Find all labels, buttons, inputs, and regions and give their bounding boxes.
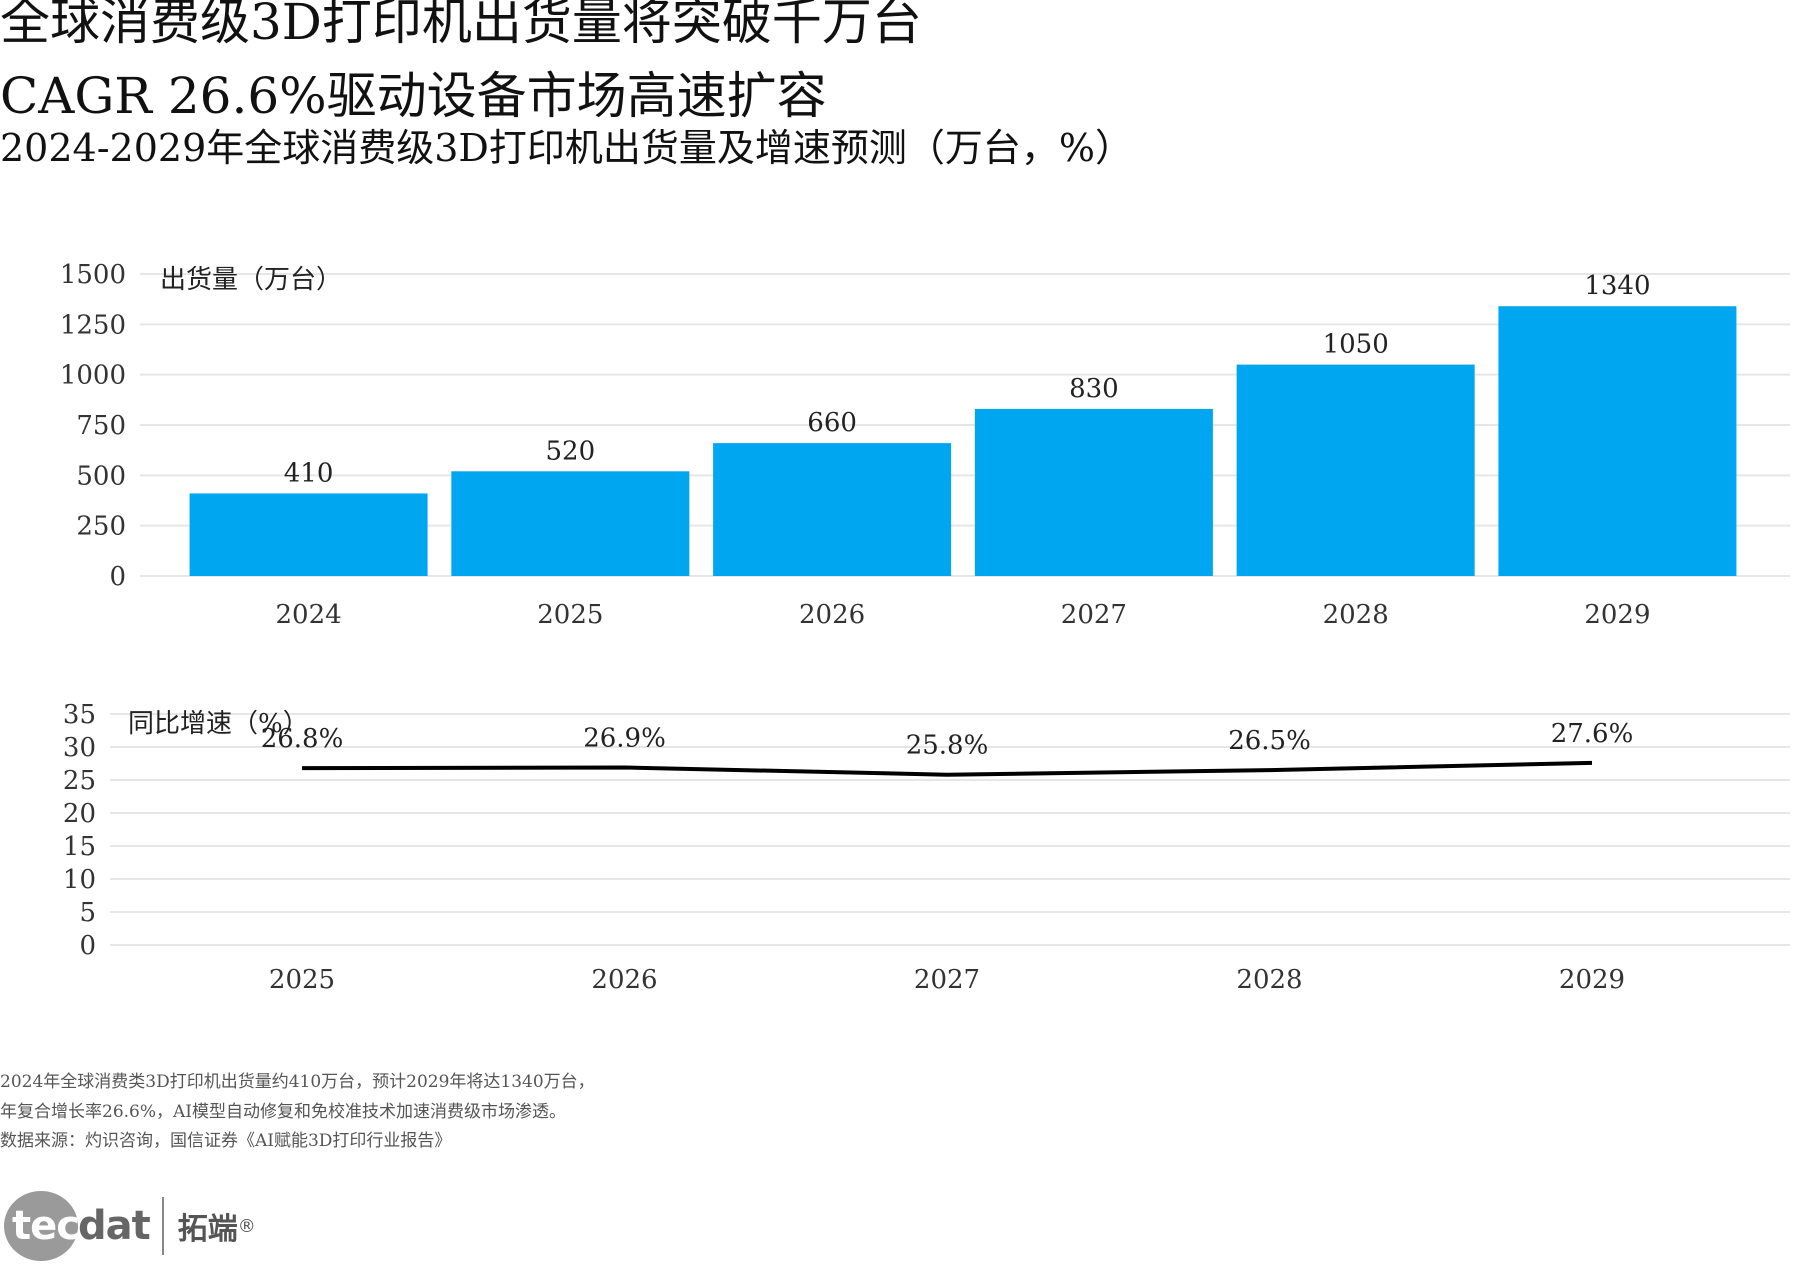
tecdat-logo: tec dat 拓端 ® xyxy=(4,1188,256,1264)
line-ytick-label-35: 35 xyxy=(63,700,96,730)
logo-dat-text: dat xyxy=(78,1203,151,1249)
line-ytick-label-10: 10 xyxy=(63,865,96,895)
bar-xtick-label-2026: 2026 xyxy=(799,600,865,630)
bar-xtick-label-2024: 2024 xyxy=(275,600,341,630)
bar-ytick-label-750: 750 xyxy=(76,411,126,441)
line-chart: 0510152025303526.8%202526.9%202625.8%202… xyxy=(63,700,1790,995)
bar-2026 xyxy=(713,443,952,576)
bar-ytick-label-0: 0 xyxy=(109,562,126,592)
line-value-label-2026: 26.9% xyxy=(583,723,666,753)
source-note: 数据来源：灼识咨询，国信证券《AI赋能3D打印行业报告》 xyxy=(0,1131,452,1151)
logo-circle: tec xyxy=(4,1191,80,1261)
line-xtick-label-2025: 2025 xyxy=(269,965,335,995)
line-ytick-label-25: 25 xyxy=(63,766,96,796)
bar-value-label-2025: 520 xyxy=(546,436,596,466)
line-xtick-label-2026: 2026 xyxy=(591,965,657,995)
bar-2028 xyxy=(1236,364,1475,576)
bar-xtick-label-2029: 2029 xyxy=(1584,600,1650,630)
line-ytick-label-15: 15 xyxy=(63,832,96,862)
bar-ytick-label-500: 500 xyxy=(76,461,126,491)
bar-xtick-label-2025: 2025 xyxy=(537,600,603,630)
bar-xtick-label-2028: 2028 xyxy=(1323,600,1389,630)
chart-caption: 2024-2029年全球消费级3D打印机出货量及增速预测（万台，%） xyxy=(0,126,1134,170)
line-ytick-label-20: 20 xyxy=(63,799,96,829)
bar-ytick-label-1250: 1250 xyxy=(60,310,126,340)
bar-value-label-2028: 1050 xyxy=(1323,330,1389,360)
bar-2027 xyxy=(974,408,1213,576)
line-value-label-2029: 27.6% xyxy=(1551,719,1634,749)
line-xtick-label-2029: 2029 xyxy=(1559,965,1625,995)
note-line-1: 2024年全球消费类3D打印机出货量约410万台，预计2029年将达1340万台… xyxy=(0,1072,595,1092)
bar-ytick-label-1500: 1500 xyxy=(60,260,126,290)
bar-ylabel: 出货量（万台） xyxy=(160,265,342,295)
line-value-label-2028: 26.5% xyxy=(1228,726,1311,756)
bar-2025 xyxy=(451,471,690,576)
line-ylabel: 同比增速（%） xyxy=(128,709,309,739)
line-xtick-label-2027: 2027 xyxy=(914,965,980,995)
bar-value-label-2029: 1340 xyxy=(1584,271,1650,301)
line-ytick-label-0: 0 xyxy=(79,931,96,961)
logo-cn-text: 拓端 xyxy=(177,1212,238,1247)
bar-chart: 0 250 500 750 1000 1250 1500 410 2024 520 2025 660 2… xyxy=(60,260,1790,630)
bar-2029 xyxy=(1498,306,1737,576)
line-xtick-label-2028: 2028 xyxy=(1236,965,1302,995)
bar-ytick-label-1000: 1000 xyxy=(60,361,126,391)
bar-value-label-2026: 660 xyxy=(807,408,857,438)
logo-tec-text: tec xyxy=(12,1203,80,1249)
bar-ytick-label-250: 250 xyxy=(76,512,126,542)
line-ytick-label-30: 30 xyxy=(63,733,96,763)
bar-value-label-2027: 830 xyxy=(1069,374,1119,404)
logo-registered-mark: ® xyxy=(237,1215,256,1237)
line-ytick-label-5: 5 xyxy=(79,898,96,928)
page-title: 全球消费级3D打印机出货量将突破千万台 xyxy=(0,0,922,51)
line-value-label-2027: 25.8% xyxy=(906,731,989,761)
bar-2024 xyxy=(189,493,428,576)
bar-value-label-2024: 410 xyxy=(284,458,334,488)
page-subtitle: CAGR 26.6%驱动设备市场高速扩容 xyxy=(0,67,827,125)
note-line-2: 年复合增长率26.6%，AI模型自动修复和免校准技术加速消费级市场渗透。 xyxy=(0,1102,566,1122)
bar-xtick-label-2027: 2027 xyxy=(1061,600,1127,630)
logo-divider xyxy=(161,1197,164,1255)
growth-line xyxy=(301,760,1593,777)
line-value-label-2025: 26.8% xyxy=(261,724,344,754)
